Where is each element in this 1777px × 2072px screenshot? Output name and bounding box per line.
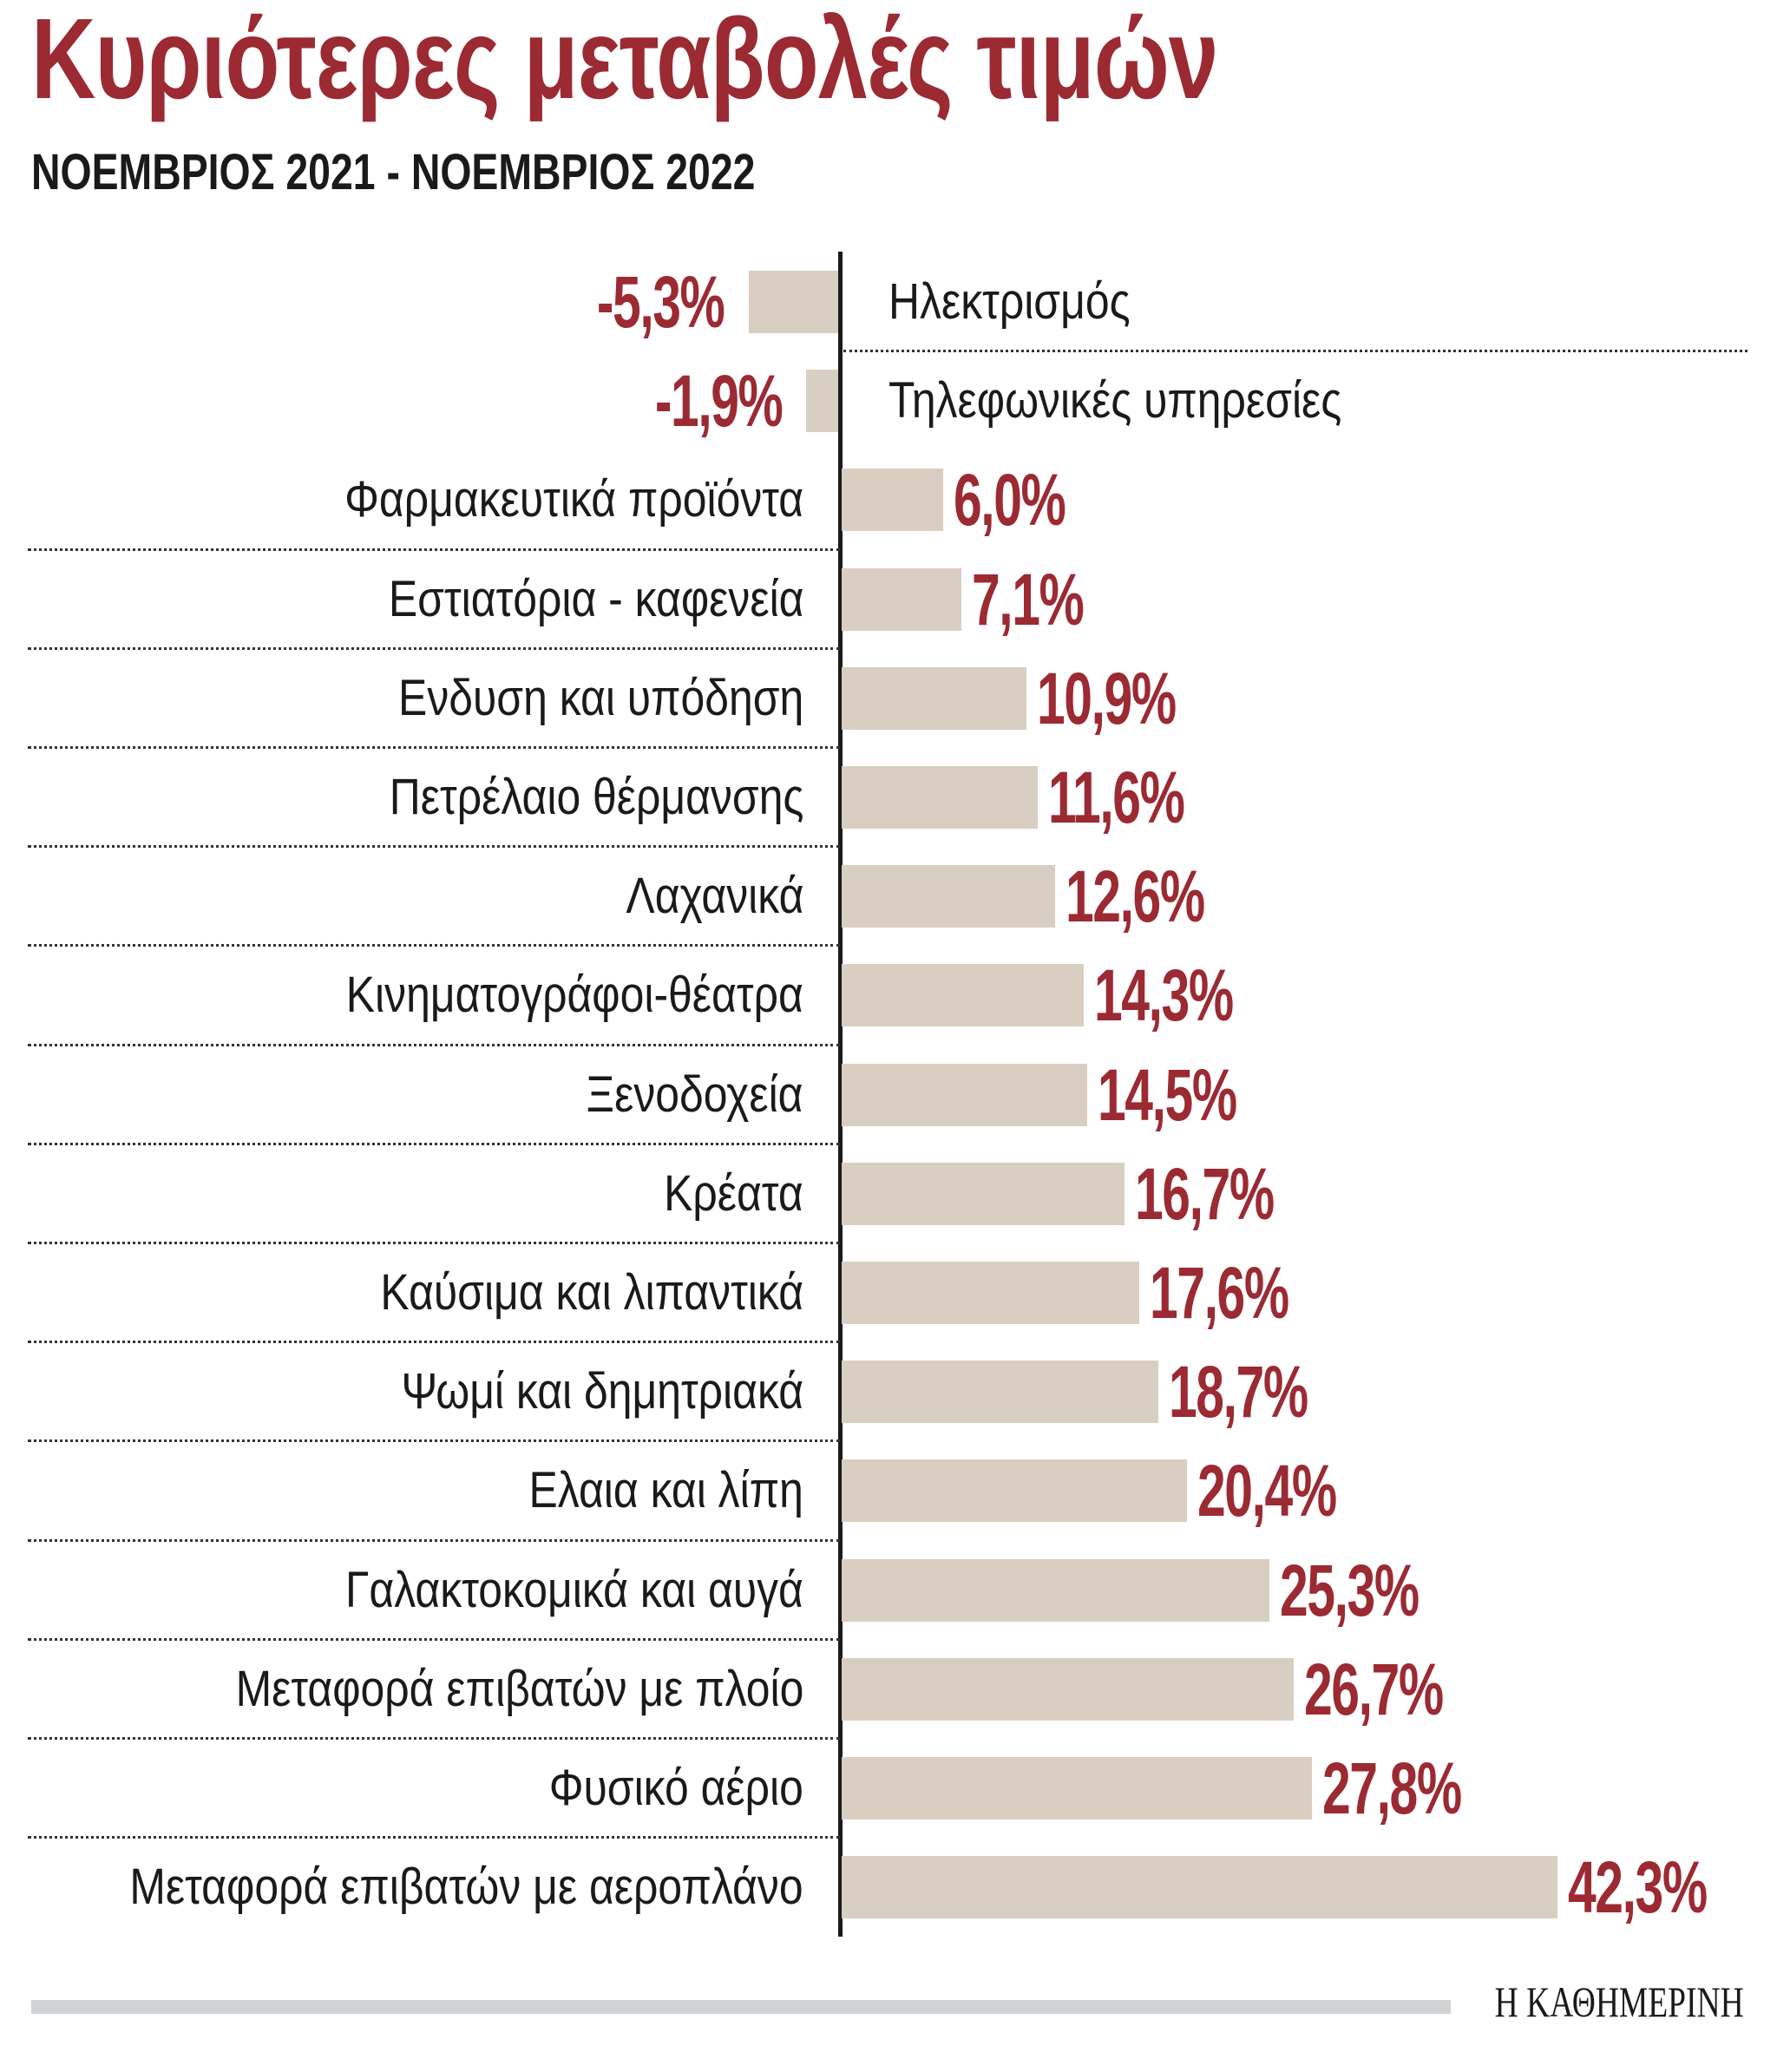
category-label: Ενδυση και υπόδηση	[397, 669, 803, 726]
row-separator	[28, 1637, 840, 1641]
bar	[842, 1558, 1270, 1622]
bar	[805, 370, 838, 433]
value-label: 14,3%	[1093, 954, 1234, 1037]
row-separator	[28, 646, 840, 650]
value-label: 10,9%	[1036, 657, 1177, 739]
category-label: Ελαια και λίπη	[528, 1462, 803, 1519]
row-separator	[28, 1439, 840, 1443]
row-separator	[28, 1538, 840, 1542]
zero-axis-line	[838, 252, 843, 1937]
bar	[842, 766, 1039, 829]
row-separator	[28, 1341, 840, 1344]
value-label: 42,3%	[1567, 1846, 1708, 1929]
row-separator	[28, 1736, 840, 1740]
row-separator	[28, 1142, 840, 1145]
value-label: -1,9%	[654, 360, 783, 443]
category-label: Πετρέλαιο θέρμανσης	[389, 769, 803, 825]
row-separator	[28, 1241, 840, 1244]
publisher-logo: Η ΚΑΘΗΜΕΡΙΝΗ	[1494, 1977, 1744, 2026]
category-label: Φαρμακευτικά προϊόντα	[344, 471, 803, 528]
category-label: Ψωμί και δημητριακά	[401, 1363, 803, 1420]
bar	[842, 469, 943, 532]
category-label: Γαλακτοκομικά και αυγά	[345, 1561, 803, 1618]
category-label: Ηλεκτρισμός	[888, 273, 1131, 330]
category-label: Κινηματογράφοι-θέατρα	[345, 967, 803, 1024]
row-separator	[28, 1043, 840, 1046]
row-separator	[28, 548, 840, 551]
bar	[842, 1162, 1125, 1225]
value-label: 14,5%	[1097, 1053, 1237, 1136]
category-label: Ξενοδοχεία	[587, 1066, 803, 1123]
row-separator	[28, 845, 840, 849]
chart-title: Κυριότερες μεταβολές τιμών	[31, 0, 1218, 122]
bar	[842, 1262, 1140, 1324]
value-label: 20,4%	[1197, 1450, 1337, 1532]
category-label: Τηλεφωνικές υπηρεσίες	[888, 372, 1342, 429]
chart-subtitle: ΝΟΕΜΒΡΙΟΣ 2021 - ΝΟΕΜΒΡΙΟΣ 2022	[31, 144, 756, 200]
row-separator	[28, 1836, 840, 1839]
value-label: 6,0%	[954, 459, 1066, 541]
bar	[842, 1657, 1294, 1721]
value-label: 7,1%	[972, 558, 1085, 640]
value-label: 26,7%	[1303, 1648, 1444, 1730]
row-separator	[28, 745, 840, 749]
bar	[842, 964, 1084, 1027]
category-label: Λαχανικά	[625, 868, 803, 925]
bar	[842, 567, 962, 631]
bar	[842, 865, 1055, 928]
bar	[842, 1459, 1187, 1523]
value-label: 18,7%	[1168, 1351, 1308, 1433]
bar	[842, 1063, 1087, 1126]
bar	[842, 1856, 1557, 1919]
value-label: 12,6%	[1065, 856, 1205, 938]
value-label: 25,3%	[1280, 1549, 1420, 1631]
bar	[842, 1361, 1158, 1424]
category-label: Φυσικό αέριο	[548, 1760, 803, 1816]
category-label: Μεταφορά επιβατών με αεροπλάνο	[129, 1859, 803, 1916]
value-label: 16,7%	[1134, 1152, 1275, 1235]
value-label: 27,8%	[1322, 1747, 1462, 1829]
category-label: Καύσιμα και λιπαντικά	[380, 1264, 803, 1321]
footer-bar	[31, 2000, 1451, 2014]
category-label: Εστιατόρια - καφενεία	[388, 570, 803, 627]
value-label: 11,6%	[1048, 757, 1185, 838]
category-label: Μεταφορά επιβατών με πλοίο	[235, 1660, 803, 1717]
bar	[748, 271, 838, 333]
bar	[842, 666, 1026, 730]
row-separator	[28, 944, 840, 947]
bar	[842, 1757, 1313, 1820]
row-separator	[843, 350, 1747, 353]
value-label: 17,6%	[1150, 1252, 1289, 1334]
category-label: Κρέατα	[664, 1164, 803, 1222]
value-label: -5,3%	[597, 261, 725, 343]
